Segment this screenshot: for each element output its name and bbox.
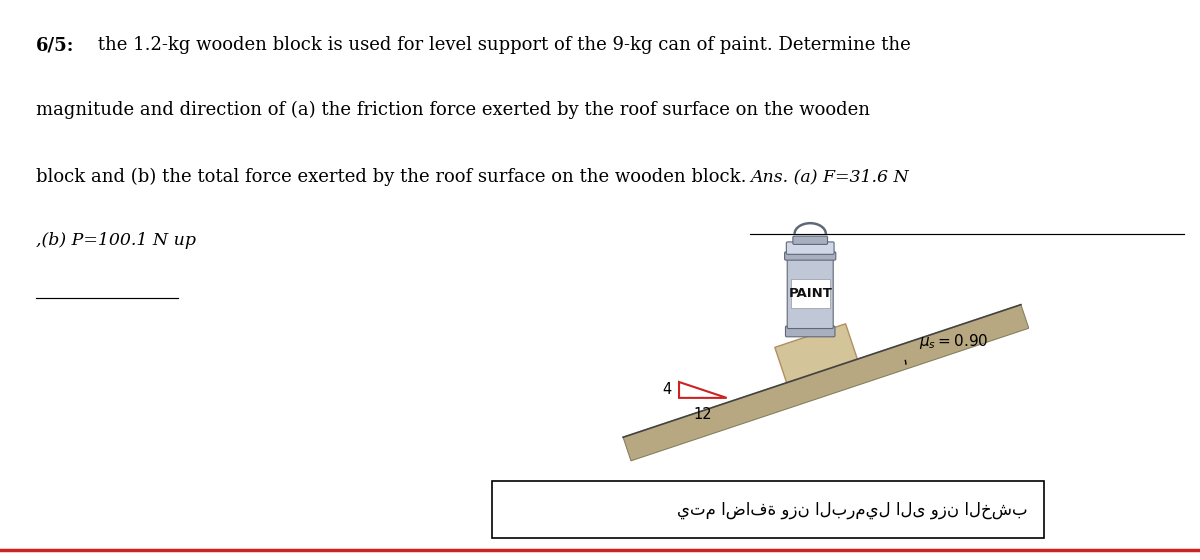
FancyBboxPatch shape (787, 258, 833, 329)
FancyBboxPatch shape (793, 236, 828, 244)
Text: $\mu_s = 0.90$: $\mu_s = 0.90$ (919, 333, 989, 352)
Text: block and (b) the total force exerted by the roof surface on the wooden block.: block and (b) the total force exerted by… (36, 168, 746, 186)
FancyBboxPatch shape (786, 242, 834, 254)
Text: ,(b) P=100.1 N up: ,(b) P=100.1 N up (36, 232, 196, 249)
Bar (791, 279, 829, 308)
Text: the 1.2-kg wooden block is used for level support of the 9-kg can of paint. Dete: the 1.2-kg wooden block is used for leve… (92, 36, 911, 54)
Bar (492, 481, 1044, 538)
Text: 4: 4 (662, 382, 672, 398)
Polygon shape (623, 305, 1028, 461)
FancyBboxPatch shape (786, 326, 835, 337)
FancyBboxPatch shape (785, 252, 836, 260)
Polygon shape (775, 324, 857, 382)
Text: 6/5:: 6/5: (36, 36, 74, 54)
Text: Ans. (a) F=31.6 N: Ans. (a) F=31.6 N (750, 168, 908, 185)
Text: magnitude and direction of (a) the friction force exerted by the roof surface on: magnitude and direction of (a) the frict… (36, 101, 870, 119)
Text: 12: 12 (694, 407, 712, 422)
Text: يتم اضافة وزن البرميل الى وزن الخشب: يتم اضافة وزن البرميل الى وزن الخشب (677, 501, 1027, 519)
Text: PAINT: PAINT (788, 287, 832, 300)
